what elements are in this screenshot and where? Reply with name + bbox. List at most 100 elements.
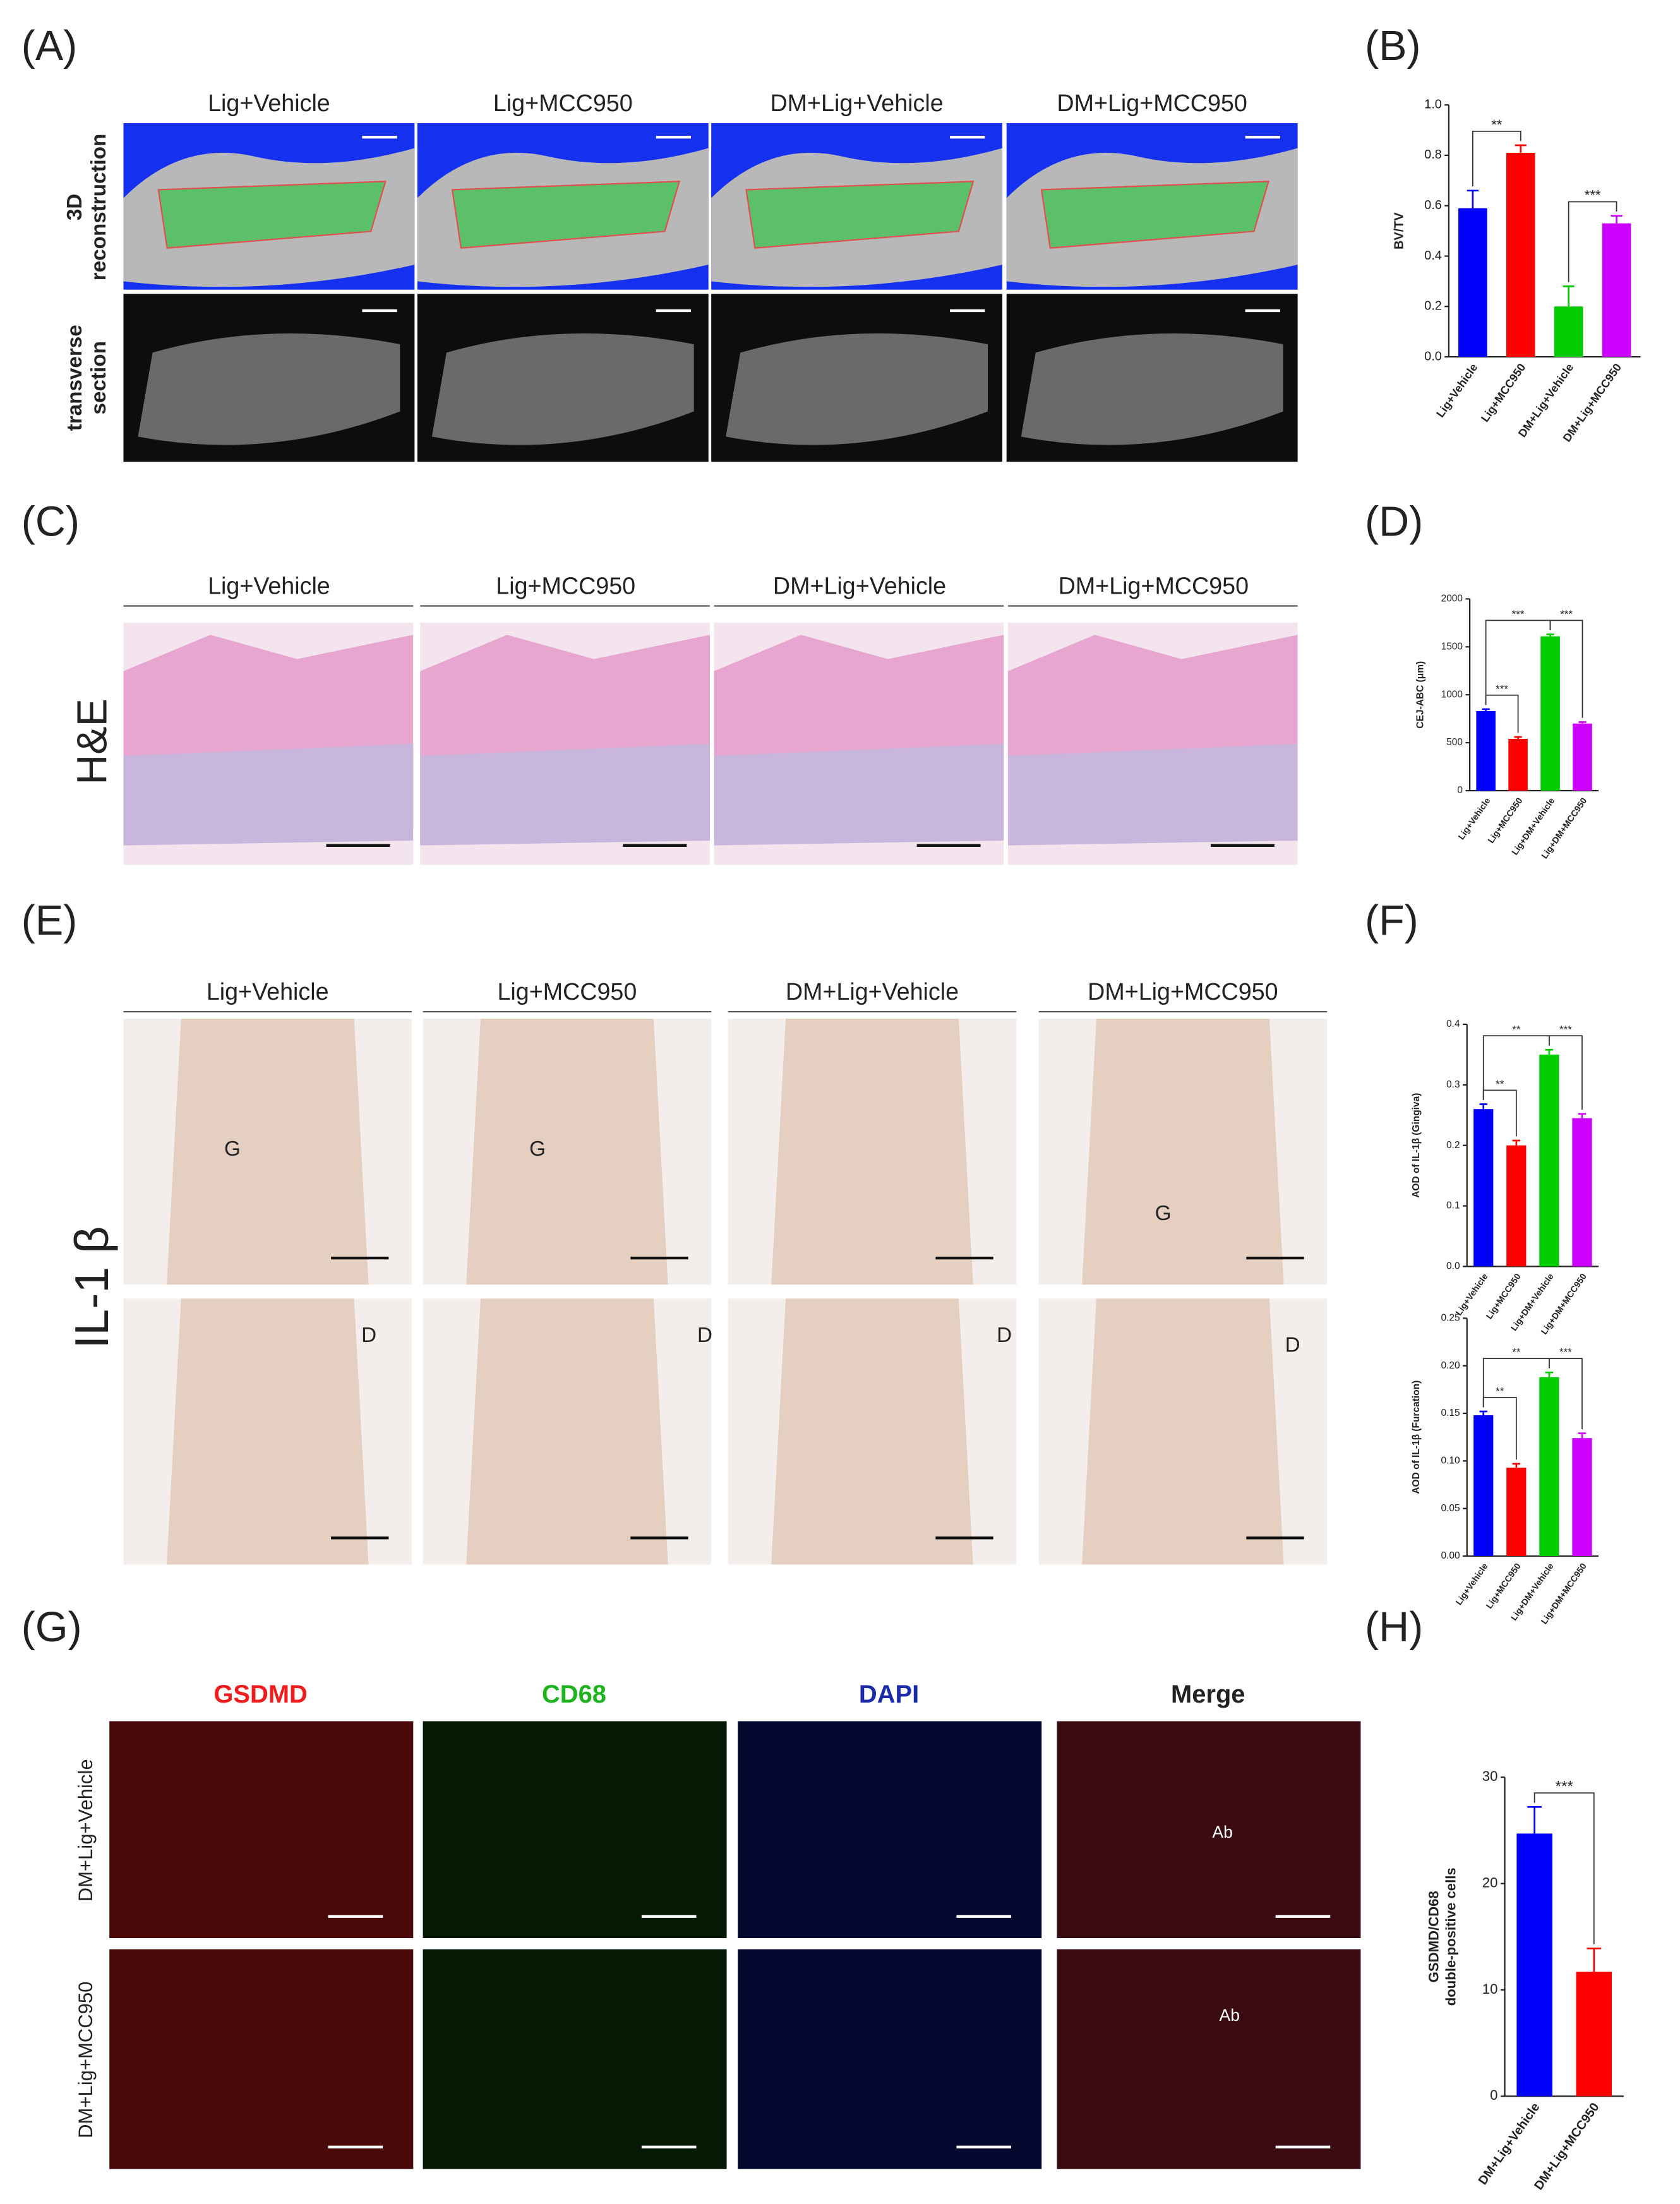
- micrograph: [711, 123, 1003, 290]
- micrograph: [123, 294, 415, 462]
- error-bar: [1479, 1410, 1487, 1416]
- significance-bracket: [1533, 1792, 1595, 1944]
- micrograph: [123, 1019, 412, 1285]
- micrograph: [738, 1949, 1042, 2169]
- bar: [1508, 739, 1528, 791]
- bone: [157, 181, 387, 249]
- micrograph: [1038, 1298, 1328, 1565]
- micrograph: [1007, 623, 1298, 865]
- panel-label: (C): [21, 499, 80, 546]
- x-tick-label: DM+Lig+Vehicle: [1476, 2100, 1543, 2188]
- micrograph: [711, 294, 1003, 462]
- bar: [1602, 223, 1631, 357]
- tissue: [771, 1298, 973, 1565]
- column-header: Lig+Vehicle: [207, 978, 329, 1005]
- y-tick-label: 1.0: [1424, 97, 1442, 111]
- significance-label: **: [1512, 1024, 1521, 1036]
- tissue: [1082, 1298, 1284, 1565]
- column-header: DM+Lig+Vehicle: [770, 90, 943, 116]
- column-header: Lig+MCC950: [497, 978, 637, 1005]
- y-axis-label: GSDMD/CD68 double-positive cells: [1426, 1867, 1459, 2006]
- error-bar: [1563, 285, 1575, 307]
- tissue: [466, 1019, 668, 1285]
- micrograph: [123, 623, 414, 865]
- y-tick-label: 30: [1482, 1768, 1498, 1784]
- y-tick-label: 10: [1482, 1981, 1498, 1997]
- region-label: Ab: [1220, 2006, 1240, 2025]
- signal: [738, 1721, 1042, 1938]
- bone: [1040, 181, 1269, 249]
- micrograph: [728, 1019, 1017, 1285]
- significance-label: ***: [1585, 187, 1601, 203]
- y-tick-label: 0.20: [1441, 1360, 1460, 1371]
- column-header: DM+Lig+MCC950: [1059, 573, 1249, 599]
- y-tick-label: 0.2: [1446, 1140, 1460, 1151]
- significance-bracket: [1549, 1035, 1583, 1110]
- region-label: D: [697, 1324, 712, 1347]
- column-header: DM+Lig+Vehicle: [773, 573, 946, 599]
- y-axis-label: BV/TV: [1393, 212, 1407, 249]
- bone: [714, 743, 1004, 846]
- bone: [451, 181, 681, 249]
- column-header: Lig+Vehicle: [208, 90, 330, 116]
- y-tick-label: 0: [1490, 2087, 1497, 2103]
- signal: [109, 1721, 414, 1938]
- bone: [745, 181, 975, 249]
- row-label: 3Dreconstruction: [63, 134, 111, 281]
- micrograph: [423, 1721, 727, 1938]
- row-label: DM+Lig+Vehicle: [75, 1759, 97, 1902]
- micrograph: [728, 1298, 1017, 1565]
- error-bar: [1545, 1371, 1554, 1377]
- y-tick-label: 0.1: [1446, 1201, 1460, 1211]
- y-tick-label: 0.4: [1424, 249, 1442, 263]
- significance-label: ***: [1555, 1778, 1573, 1795]
- significance-label: **: [1491, 117, 1503, 133]
- bar: [1506, 1467, 1527, 1557]
- bar: [1458, 208, 1487, 357]
- y-tick-label: 0.6: [1424, 198, 1442, 212]
- significance-label: ***: [1512, 608, 1525, 620]
- panel-label: (G): [21, 1604, 82, 1651]
- significance-bracket: [1568, 201, 1617, 282]
- y-tick-label: 0.3: [1446, 1079, 1460, 1090]
- significance-bracket: [1549, 1358, 1583, 1430]
- micrograph: [109, 1949, 414, 2169]
- bar: [1476, 710, 1496, 791]
- tissue: [1082, 1019, 1284, 1285]
- significance-label: ***: [1496, 683, 1508, 695]
- panel-label: (A): [21, 23, 78, 69]
- x-tick-label: Lig+Vehicle: [1434, 361, 1480, 420]
- micrograph: [1057, 1721, 1361, 1938]
- signal: [738, 1949, 1042, 2169]
- y-axis-label-line: GSDMD/CD68: [1426, 1891, 1442, 1982]
- significance-label: ***: [1560, 608, 1573, 620]
- row-label: transversesection: [63, 325, 111, 431]
- bar: [1539, 1054, 1559, 1267]
- error-bar: [1512, 1139, 1521, 1146]
- x-tick-label: Lig+MCC950: [1479, 361, 1528, 424]
- row-label-line: reconstruction: [87, 134, 111, 281]
- micrograph: [423, 1019, 712, 1285]
- panel-label: (H): [1365, 1604, 1423, 1651]
- micrograph: [1006, 294, 1298, 462]
- significance-bracket: [1472, 130, 1521, 187]
- panel-label: (D): [1365, 499, 1423, 546]
- tissue: [771, 1019, 973, 1285]
- column-header: Lig+MCC950: [493, 90, 633, 116]
- bar: [1539, 1377, 1559, 1557]
- bar: [1573, 723, 1592, 791]
- micrograph: [1006, 123, 1298, 290]
- region-label: Ab: [1212, 1823, 1233, 1842]
- y-tick-label: 0.8: [1424, 148, 1442, 162]
- panel-label: (B): [1365, 23, 1421, 69]
- column-header: Merge: [1171, 1680, 1245, 1708]
- region-label: G: [1155, 1202, 1172, 1225]
- bar: [1572, 1118, 1592, 1267]
- signal: [423, 1949, 727, 2169]
- y-tick-label: 0.10: [1441, 1455, 1460, 1466]
- error-bar: [1546, 633, 1554, 637]
- tissue: [166, 1019, 369, 1285]
- bar: [1554, 306, 1583, 357]
- y-tick-label: 0.0: [1446, 1261, 1460, 1271]
- y-tick-label: 500: [1446, 737, 1463, 748]
